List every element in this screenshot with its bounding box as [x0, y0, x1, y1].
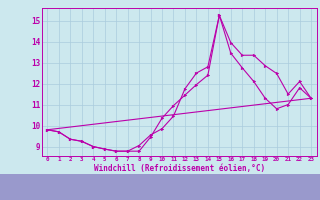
X-axis label: Windchill (Refroidissement éolien,°C): Windchill (Refroidissement éolien,°C) — [94, 164, 265, 172]
